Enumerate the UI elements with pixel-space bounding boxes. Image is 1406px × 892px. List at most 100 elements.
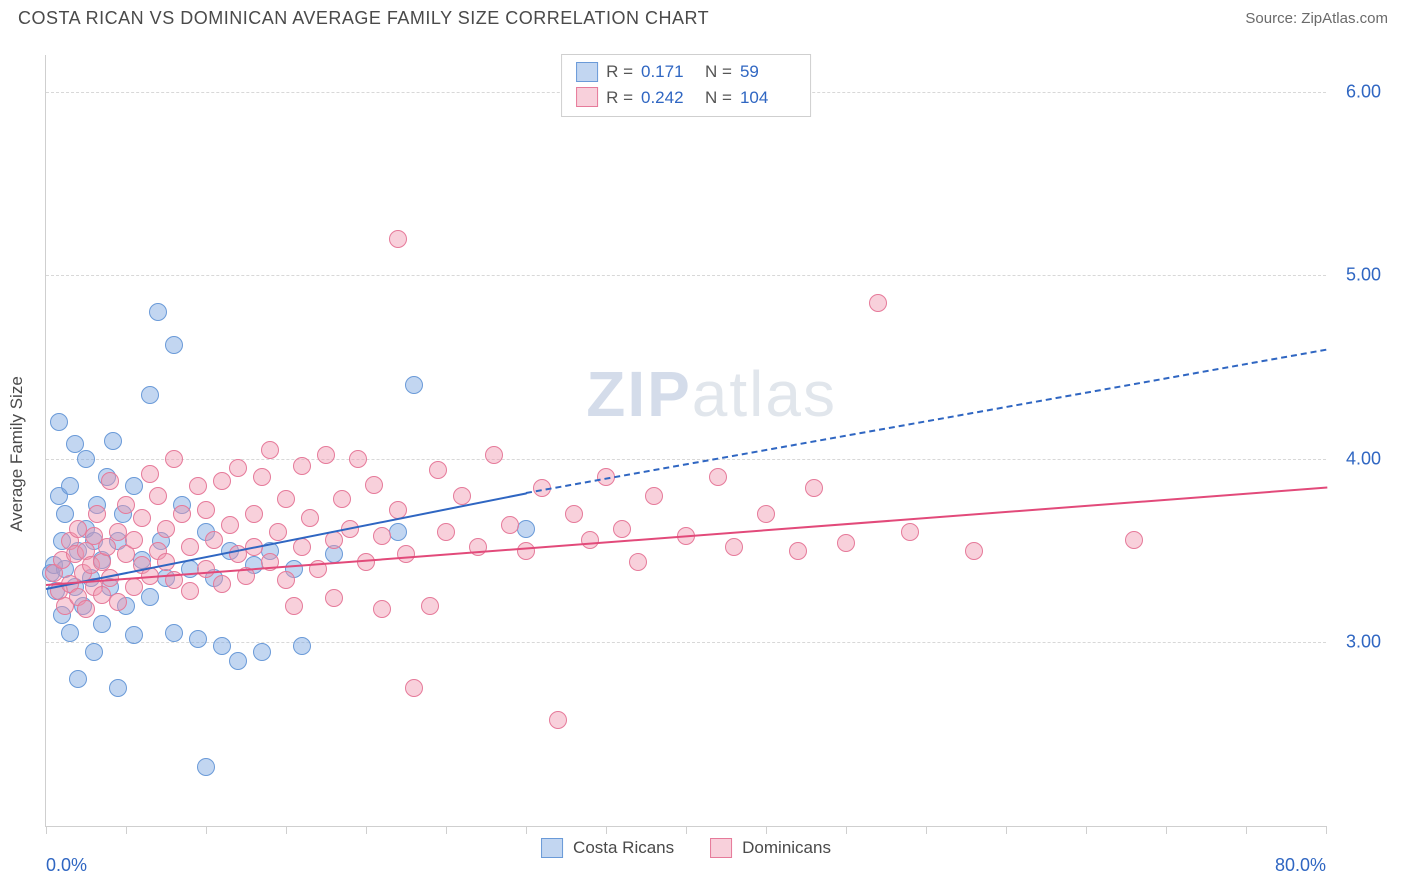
data-point <box>181 538 199 556</box>
data-point <box>317 446 335 464</box>
data-point <box>88 505 106 523</box>
data-point <box>709 468 727 486</box>
x-tick <box>1166 826 1167 834</box>
correlation-legend: R =0.171N =59R =0.242N =104 <box>561 54 811 117</box>
data-point <box>365 476 383 494</box>
grid-line <box>46 275 1326 276</box>
data-point <box>69 670 87 688</box>
data-point <box>277 490 295 508</box>
data-point <box>189 477 207 495</box>
data-point <box>149 487 167 505</box>
data-point <box>517 542 535 560</box>
data-point <box>149 303 167 321</box>
x-tick <box>1086 826 1087 834</box>
chart-title: COSTA RICAN VS DOMINICAN AVERAGE FAMILY … <box>18 8 709 29</box>
data-point <box>645 487 663 505</box>
data-point <box>253 468 271 486</box>
data-point <box>429 461 447 479</box>
data-point <box>1125 531 1143 549</box>
data-point <box>725 538 743 556</box>
y-tick-label: 6.00 <box>1346 81 1381 102</box>
data-point <box>965 542 983 560</box>
x-tick <box>1326 826 1327 834</box>
data-point <box>245 505 263 523</box>
data-point <box>389 230 407 248</box>
data-point <box>869 294 887 312</box>
data-point <box>85 643 103 661</box>
x-tick <box>766 826 767 834</box>
x-tick <box>926 826 927 834</box>
source-attribution: Source: ZipAtlas.com <box>1245 10 1388 27</box>
data-point <box>349 450 367 468</box>
legend-swatch <box>710 838 732 858</box>
data-point <box>213 637 231 655</box>
series-legend: Costa Ricans Dominicans <box>541 838 831 858</box>
data-point <box>101 472 119 490</box>
data-point <box>213 575 231 593</box>
x-tick <box>286 826 287 834</box>
data-point <box>117 496 135 514</box>
legend-swatch <box>576 87 598 107</box>
data-point <box>133 509 151 527</box>
x-tick <box>686 826 687 834</box>
trend-line <box>526 349 1327 494</box>
data-point <box>50 413 68 431</box>
data-point <box>125 477 143 495</box>
data-point <box>157 520 175 538</box>
data-point <box>141 588 159 606</box>
data-point <box>613 520 631 538</box>
x-tick <box>126 826 127 834</box>
data-point <box>109 593 127 611</box>
data-point <box>405 376 423 394</box>
data-point <box>397 545 415 563</box>
data-point <box>261 441 279 459</box>
data-point <box>789 542 807 560</box>
x-tick <box>1246 826 1247 834</box>
data-point <box>125 531 143 549</box>
data-point <box>301 509 319 527</box>
legend-swatch <box>541 838 563 858</box>
data-point <box>93 615 111 633</box>
data-point <box>141 386 159 404</box>
x-tick <box>606 826 607 834</box>
data-point <box>141 465 159 483</box>
data-point <box>77 450 95 468</box>
data-point <box>61 624 79 642</box>
y-tick-label: 4.00 <box>1346 448 1381 469</box>
y-tick-label: 3.00 <box>1346 632 1381 653</box>
x-tick-label: 0.0% <box>46 855 87 876</box>
data-point <box>405 679 423 697</box>
data-point <box>125 626 143 644</box>
x-tick-label: 80.0% <box>1275 855 1326 876</box>
data-point <box>325 589 343 607</box>
legend-label: Costa Ricans <box>573 838 674 858</box>
x-tick <box>366 826 367 834</box>
data-point <box>277 571 295 589</box>
data-point <box>98 538 116 556</box>
data-point <box>165 450 183 468</box>
x-tick <box>206 826 207 834</box>
data-point <box>757 505 775 523</box>
data-point <box>549 711 567 729</box>
data-point <box>253 643 271 661</box>
legend-row: R =0.242N =104 <box>576 85 796 111</box>
data-point <box>205 531 223 549</box>
watermark: ZIPatlas <box>586 357 837 431</box>
data-point <box>197 758 215 776</box>
data-point <box>437 523 455 541</box>
data-point <box>293 538 311 556</box>
x-tick <box>46 826 47 834</box>
legend-label: Dominicans <box>742 838 831 858</box>
data-point <box>373 600 391 618</box>
data-point <box>453 487 471 505</box>
data-point <box>581 531 599 549</box>
data-point <box>837 534 855 552</box>
data-point <box>565 505 583 523</box>
x-tick <box>846 826 847 834</box>
data-point <box>77 600 95 618</box>
data-point <box>165 624 183 642</box>
y-tick-label: 5.00 <box>1346 265 1381 286</box>
x-tick <box>446 826 447 834</box>
data-point <box>373 527 391 545</box>
data-point <box>629 553 647 571</box>
